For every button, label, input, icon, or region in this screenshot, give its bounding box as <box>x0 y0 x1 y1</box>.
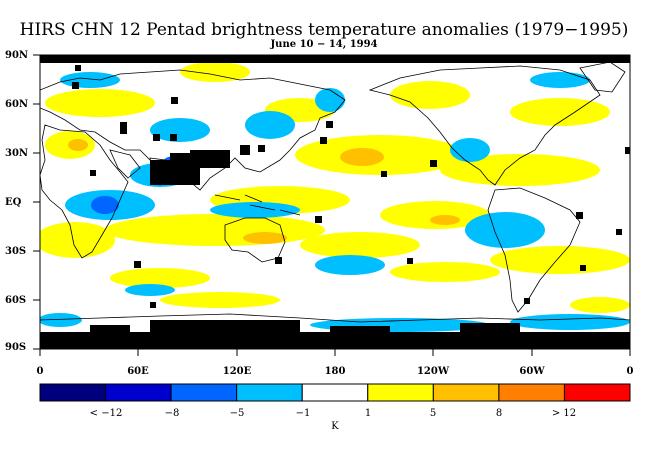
colorbar-swatch <box>367 383 434 402</box>
map-title: HIRS CHN 12 Pentad brightness temperatur… <box>19 20 629 40</box>
coastlines <box>40 61 630 323</box>
axis-ticks <box>33 54 631 356</box>
lat-label-90s: 90S <box>5 342 27 353</box>
map-subtitle: June 10 − 14, 1994 <box>270 39 378 50</box>
lat-label-60n: 60N <box>5 99 29 110</box>
lon-label-60w: 60W <box>519 366 545 377</box>
colorbar-unit: K <box>331 421 339 432</box>
colorbar-swatch <box>170 383 238 402</box>
lat-label-60s: 60S <box>5 295 27 306</box>
colorbar-label-gt-12: > 12 <box>551 408 577 419</box>
colorbar-label-1-neg: −1 <box>295 408 311 419</box>
colorbar-label-5-neg: −5 <box>229 408 245 419</box>
colorbar-label-8-neg: −8 <box>164 408 180 419</box>
colorbar-swatch <box>432 383 500 402</box>
colorbar <box>39 383 631 402</box>
colorbar-swatch <box>563 383 631 402</box>
lon-label-120w: 120W <box>416 366 450 377</box>
colorbar-swatch <box>39 383 107 402</box>
colorbar-label-5: 5 <box>429 408 437 419</box>
colorbar-swatch <box>498 383 565 402</box>
colorbar-label-lt-12: < −12 <box>89 408 123 419</box>
lat-label-30s: 30S <box>5 246 27 257</box>
lon-label-0-east: 0 <box>626 366 634 377</box>
colorbar-swatch <box>301 383 369 402</box>
lon-label-0-west: 0 <box>36 366 44 377</box>
lat-label-90n: 90N <box>5 50 29 61</box>
colorbar-swatch <box>105 383 172 402</box>
lon-label-120e: 120E <box>222 366 252 377</box>
lon-label-180: 180 <box>324 366 346 377</box>
lat-label-eq: EQ <box>5 197 22 208</box>
colorbar-swatch <box>236 383 303 402</box>
lat-label-30n: 30N <box>5 148 29 159</box>
colorbar-label-1: 1 <box>364 408 372 419</box>
colorbar-label-8: 8 <box>495 408 503 419</box>
anomaly-field <box>40 55 630 349</box>
lon-label-60e: 60E <box>127 366 149 377</box>
